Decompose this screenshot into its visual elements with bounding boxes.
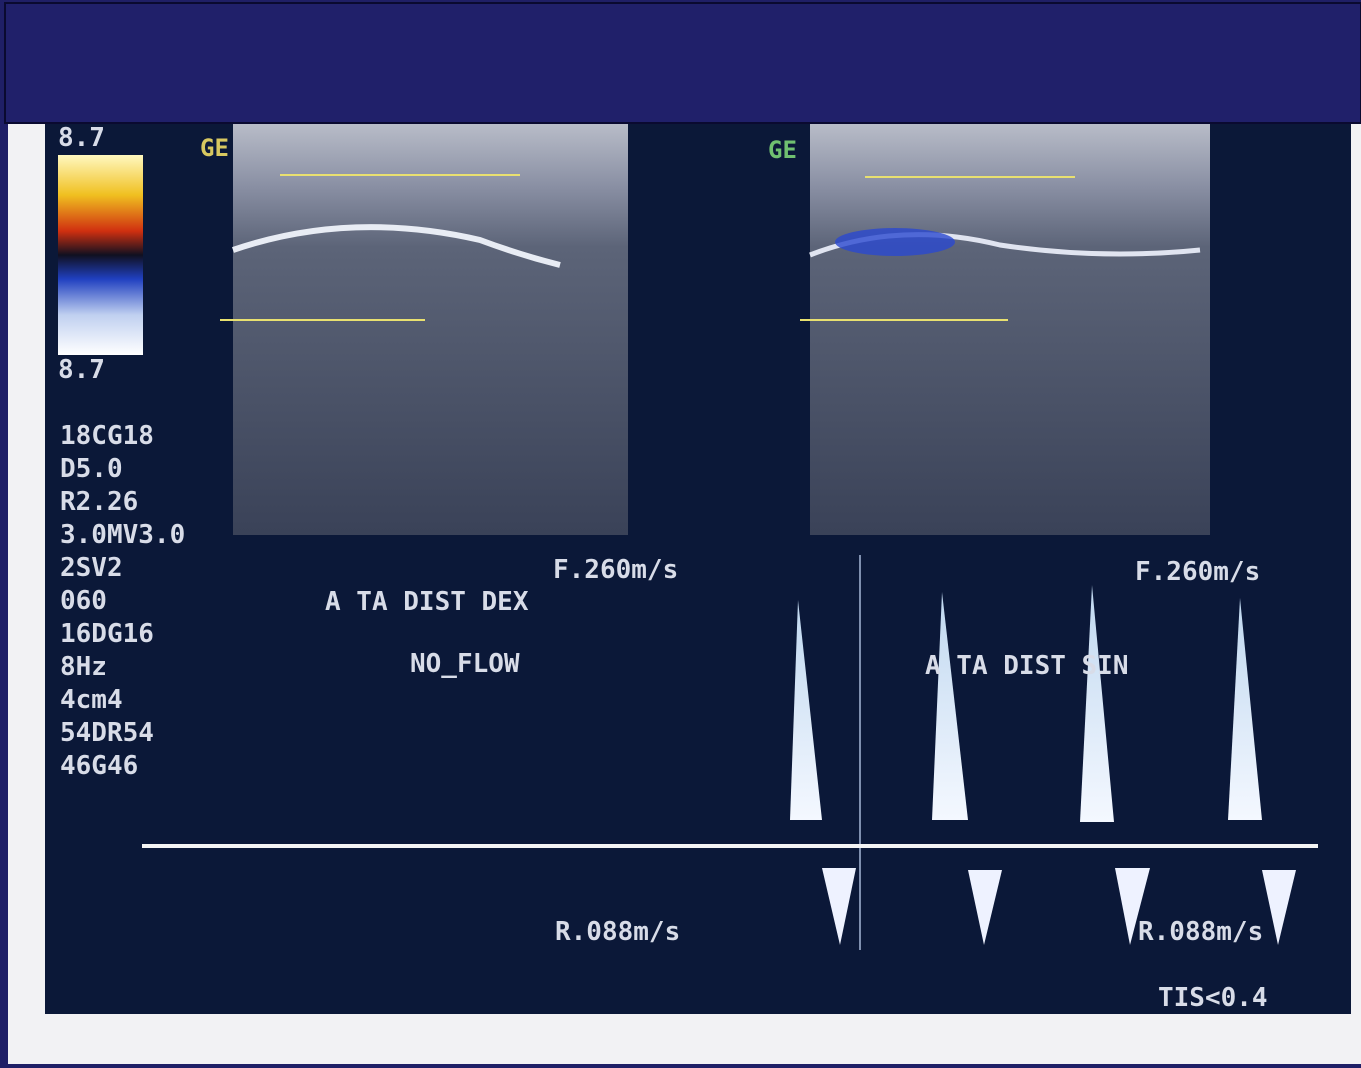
velocity-top: F.260m/s bbox=[1135, 557, 1260, 587]
velocity-bottom: R.088m/s bbox=[1138, 917, 1263, 947]
velocity-top: F.260m/s bbox=[553, 555, 678, 585]
left-bmode-image bbox=[233, 124, 628, 535]
vessel-label: A TA DIST DEX bbox=[325, 587, 529, 617]
color-flow bbox=[835, 228, 955, 256]
brand: GE bbox=[200, 134, 229, 162]
setting: 4cm4 bbox=[60, 685, 123, 715]
setting: 2SV2 bbox=[60, 553, 123, 583]
right-bmode-image bbox=[810, 124, 1210, 535]
setting: 16DG16 bbox=[60, 619, 154, 649]
velocity-bottom: R.088m/s bbox=[555, 917, 680, 947]
setting: 8Hz bbox=[60, 652, 107, 682]
scale-bottom: 8.7 bbox=[58, 355, 105, 385]
brand: GE bbox=[768, 136, 797, 164]
slide: 8.7 8.7 GE GE 18CG18D5.0R2.263.0MV3.02SV… bbox=[0, 0, 1361, 1064]
scale-top: 8.7 bbox=[58, 123, 105, 153]
vessel-label: A TA DIST SIN bbox=[925, 651, 1129, 681]
setting: D5.0 bbox=[60, 454, 123, 484]
ultrasound-slide: 8.7 8.7 GE GE 18CG18D5.0R2.263.0MV3.02SV… bbox=[0, 0, 1361, 1064]
setting: 3.0MV3.0 bbox=[60, 520, 185, 550]
setting: 060 bbox=[60, 586, 107, 616]
setting: 46G46 bbox=[60, 751, 138, 781]
thermal-index: TIS<0.4 bbox=[1158, 983, 1268, 1013]
setting: 54DR54 bbox=[60, 718, 154, 748]
setting: R2.26 bbox=[60, 487, 138, 517]
color-scale bbox=[58, 155, 143, 355]
setting: 18CG18 bbox=[60, 421, 154, 451]
flow-status: NO_FLOW bbox=[410, 649, 520, 679]
header-bar bbox=[5, 3, 1361, 123]
